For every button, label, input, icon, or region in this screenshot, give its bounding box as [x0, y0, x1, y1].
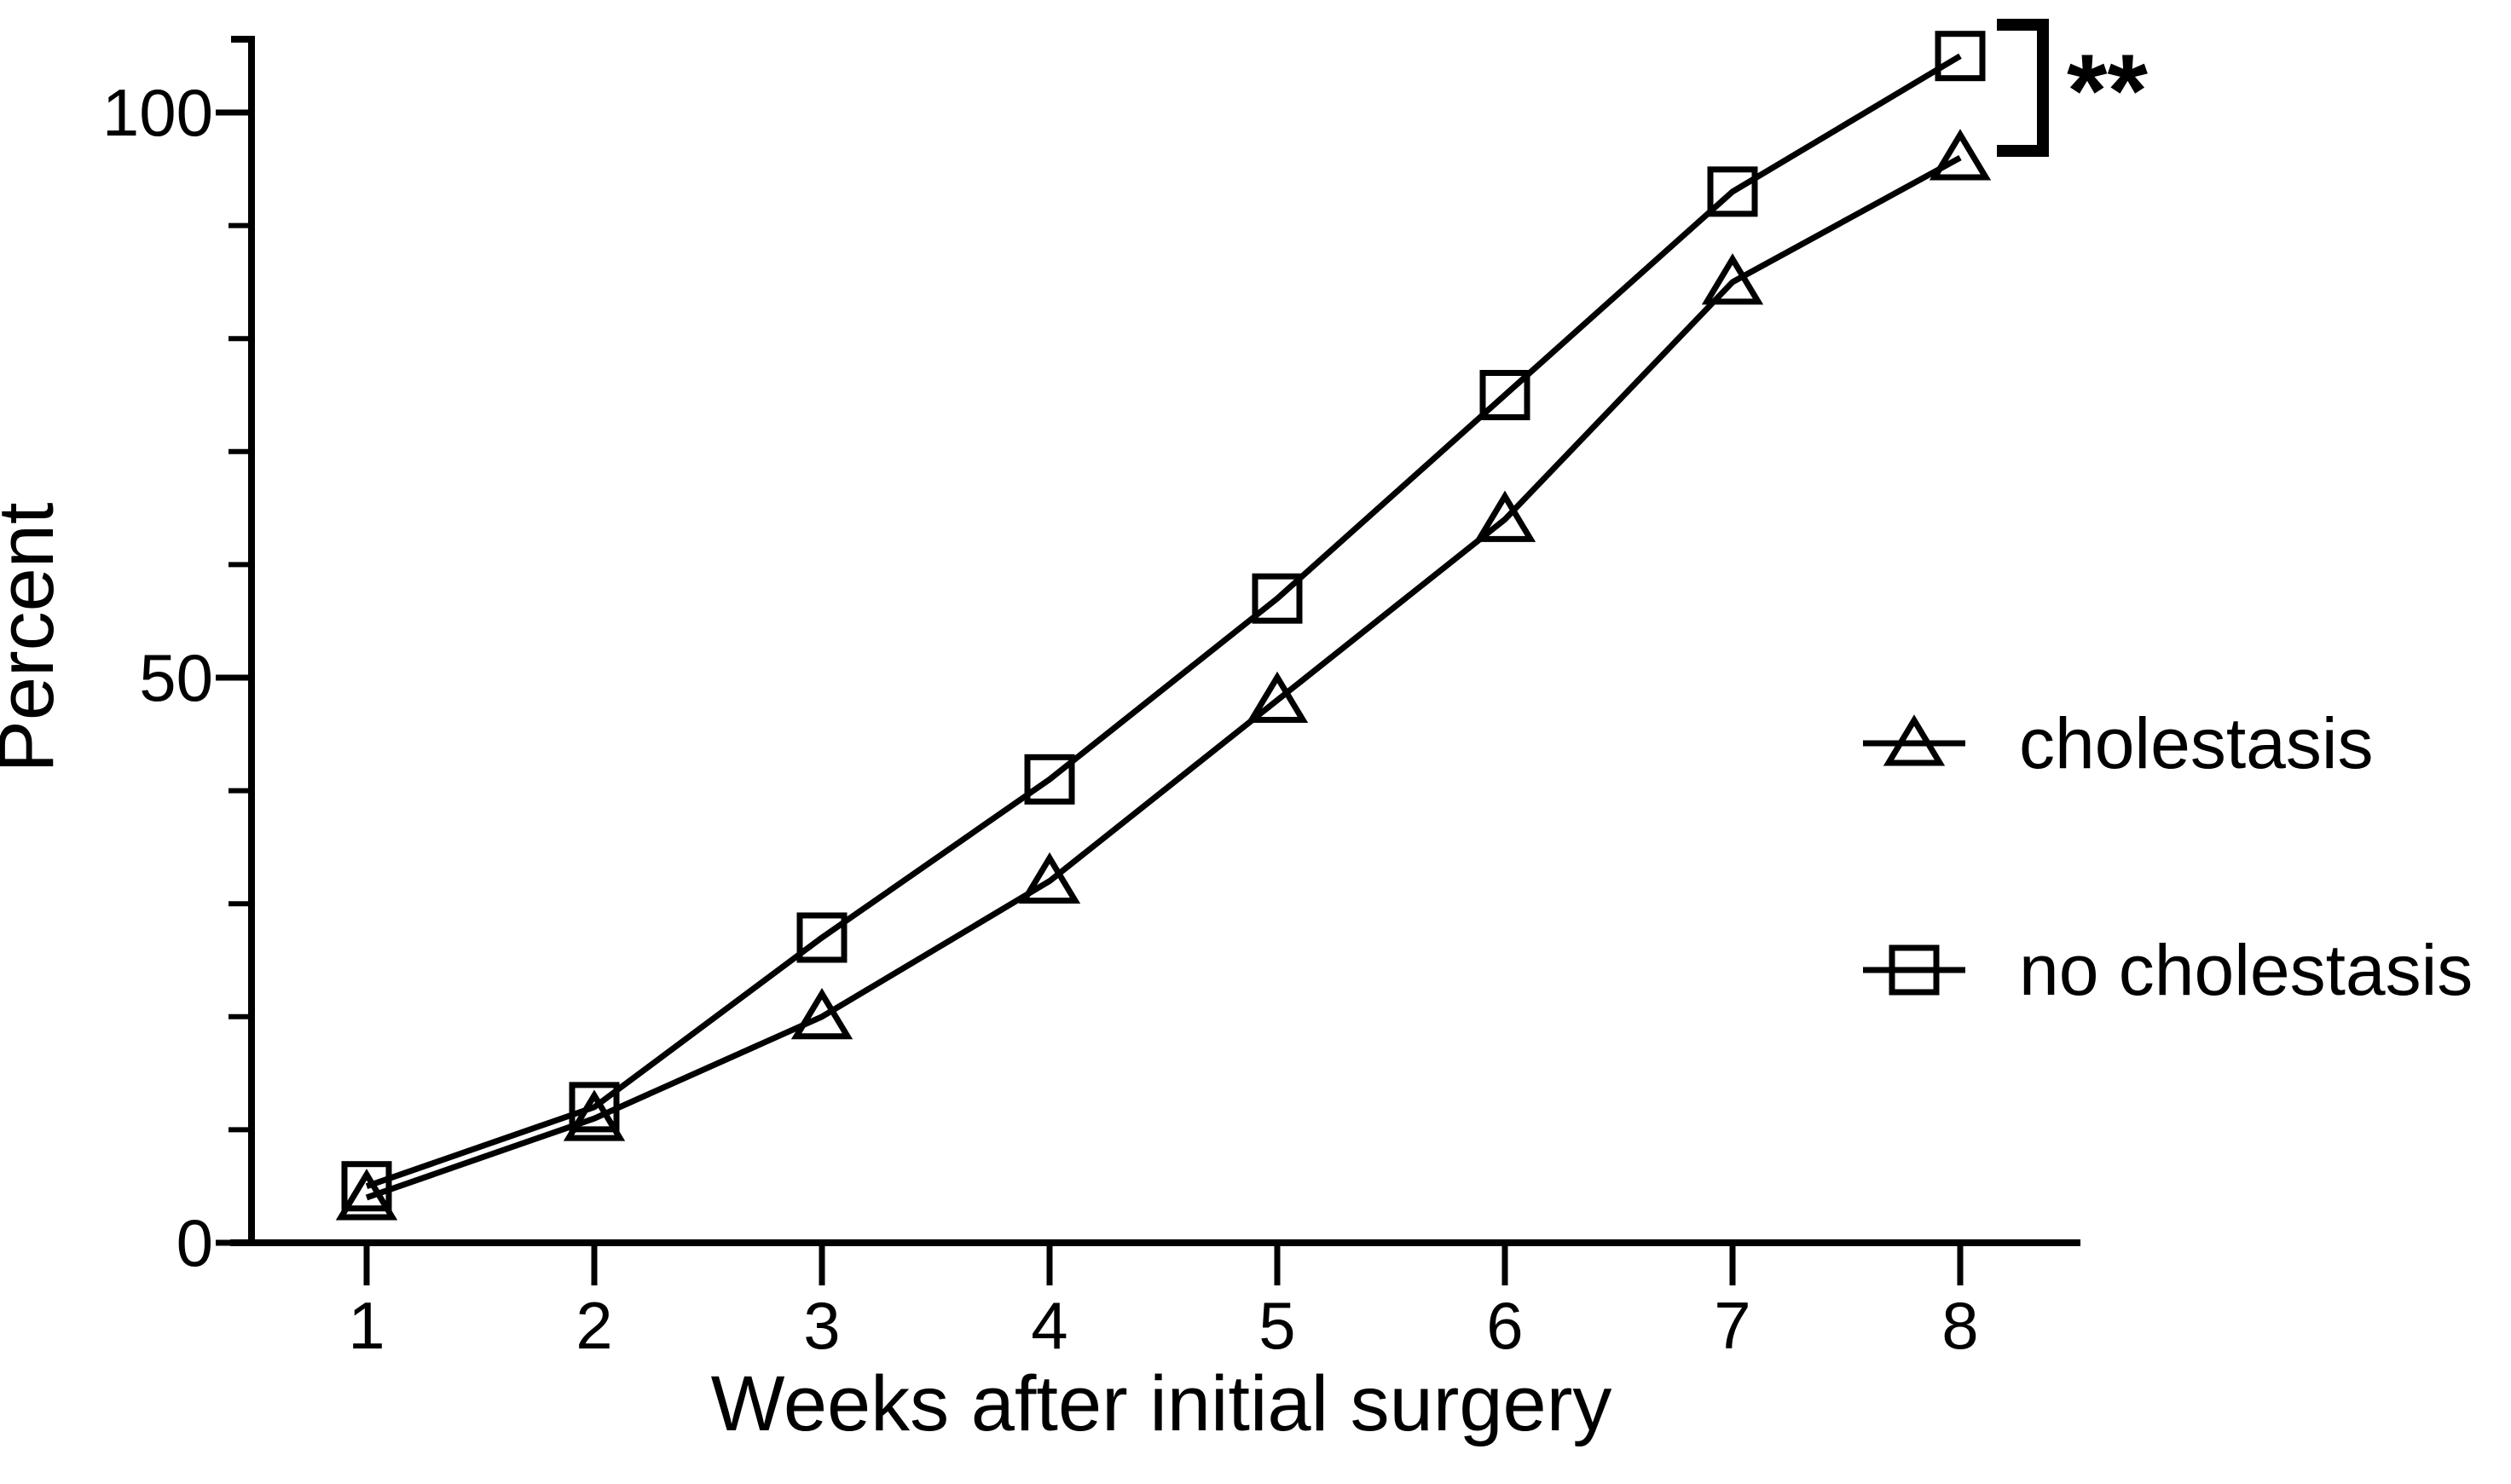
x-axis-tick-label: 2 [576, 1288, 612, 1363]
series-line-cholestasis [365, 154, 1962, 1201]
data-point-no-cholestasis-week-8 [1935, 31, 1986, 82]
y-axis-tick-label: 0 [176, 1205, 213, 1280]
y-axis-tick-label: 50 [139, 640, 213, 715]
data-point-cholestasis-week-4 [1018, 852, 1081, 904]
legend-square-icon [1889, 944, 1940, 996]
significance-bracket [1997, 19, 2049, 157]
x-axis-title: Weeks after initial surgery [711, 1360, 1612, 1447]
legend-label: no cholestasis [2019, 930, 2473, 1010]
data-point-cholestasis-week-2 [563, 1089, 626, 1141]
legend-label: cholestasis [2019, 703, 2374, 783]
x-axis-tick-label: 7 [1714, 1288, 1750, 1363]
data-point-no-cholestasis-week-7 [1707, 166, 1758, 217]
x-axis-tick-label: 5 [1258, 1288, 1295, 1363]
data-point-cholestasis-week-8 [1929, 129, 1992, 181]
data-point-no-cholestasis-week-5 [1252, 573, 1303, 624]
data-point-no-cholestasis-week-4 [1024, 754, 1075, 805]
legend-triangle-icon [1883, 714, 1946, 766]
data-point-no-cholestasis-week-3 [796, 912, 848, 963]
y-axis-tick-label: 100 [102, 75, 213, 150]
data-point-cholestasis-week-7 [1701, 253, 1764, 305]
y-axis-title: Percent [0, 502, 70, 772]
data-point-no-cholestasis-week-6 [1479, 370, 1530, 420]
x-axis-tick-label: 1 [348, 1288, 385, 1363]
series-line-no-cholestasis [365, 53, 1962, 1190]
data-point-cholestasis-week-6 [1473, 490, 1536, 542]
data-point-no-cholestasis-week-1 [341, 1161, 392, 1212]
x-axis-tick-label: 8 [1941, 1288, 1978, 1363]
data-point-cholestasis-week-1 [335, 1169, 398, 1221]
significance-stars-label: ** [2067, 32, 2148, 148]
data-point-no-cholestasis-week-2 [569, 1082, 620, 1133]
data-point-cholestasis-week-5 [1246, 671, 1309, 724]
data-point-cholestasis-week-3 [790, 987, 853, 1040]
x-axis-tick-label: 6 [1486, 1288, 1523, 1363]
x-axis-tick-label: 4 [1031, 1288, 1067, 1363]
x-axis-tick-label: 3 [803, 1288, 840, 1363]
